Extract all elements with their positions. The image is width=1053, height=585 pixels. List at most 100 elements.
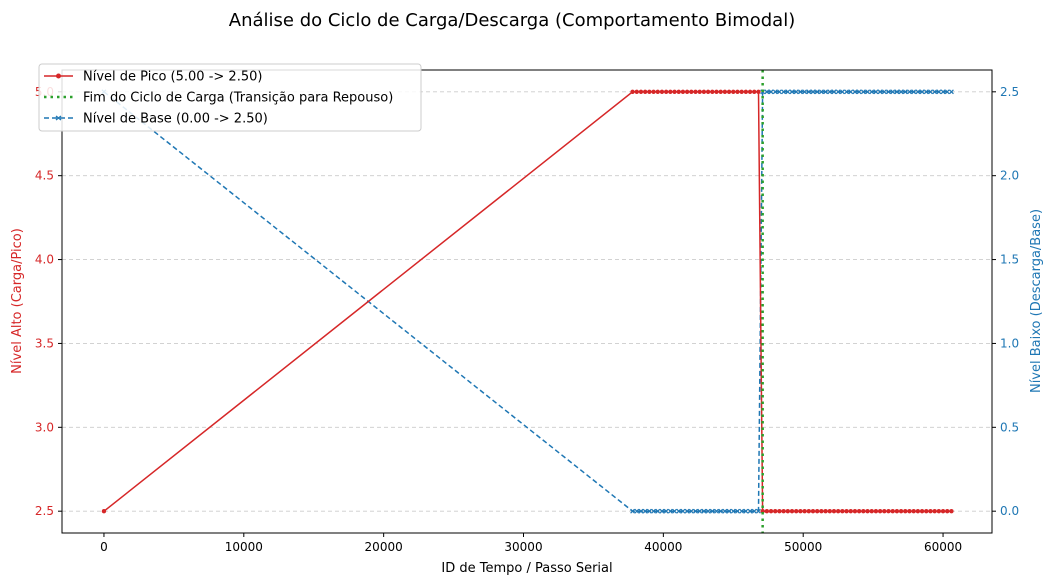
legend-label-peak: Nível de Pico (5.00 -> 2.50) [83,70,262,85]
x-tick-label: 10000 [225,540,263,554]
y-axis-left-label: Nível Alto (Carga/Pico) [10,228,25,374]
peak-point [722,89,728,95]
base-point [818,89,824,95]
y-axis-right-label: Nível Baixo (Descarga/Base) [1029,209,1044,393]
peak-point [710,89,715,95]
base-point [672,508,677,514]
base-point [944,89,950,95]
base-point [932,89,938,95]
base-point [881,89,887,95]
peak-point [932,508,937,514]
y-right-tick-label: 0.0 [1000,504,1019,518]
peak-point [806,508,811,514]
peak-point [747,89,753,95]
peak-point [659,89,665,95]
y-left-tick-label: 3.5 [35,336,54,350]
peak-point [856,508,862,514]
y-left-tick-label: 2.5 [35,504,54,518]
base-point [684,508,690,514]
y-axis-right: 0.0 0.5 1.0 1.5 2.0 2.5 [992,85,1019,518]
base-point [793,89,799,95]
base-point [797,89,803,95]
base-point [680,508,686,514]
peak-point [844,508,849,514]
x-tick-label: 50000 [784,540,822,554]
series-line-base [103,91,952,512]
peak-point [764,508,770,514]
base-point [949,89,954,95]
peak-point [684,89,690,95]
base-point [806,89,812,95]
peak-point [890,508,895,514]
base-point [936,89,942,95]
base-point [814,89,820,95]
peak-point [689,89,694,95]
peak-point [903,508,908,514]
base-point [705,508,711,514]
peak-point [911,508,916,514]
peak-point [785,508,791,514]
base-point [697,508,703,514]
base-point [785,89,791,95]
base-point [823,89,829,95]
peak-point [668,89,673,95]
x-tick-label: 30000 [504,540,542,554]
peak-point [630,89,635,95]
base-point [865,89,870,95]
peak-point [752,89,757,95]
peak-point [936,508,942,514]
peak-point [840,508,845,514]
peak-point [672,89,677,95]
base-point [722,508,728,514]
base-point [810,89,816,95]
peak-point [647,89,652,95]
y-left-tick-label: 4.5 [35,169,54,183]
base-point [923,89,929,95]
plot-area [101,70,954,533]
base-point [831,89,837,95]
peak-point [663,89,669,95]
base-point [743,508,749,514]
peak-point [642,89,648,95]
grid-lines [62,91,992,512]
legend-box [38,63,422,132]
peak-point [873,508,879,514]
peak-point [655,89,660,95]
peak-point [101,508,107,514]
base-point [844,89,849,95]
peak-point [835,508,841,514]
peak-point [701,89,707,95]
base-point [777,89,782,95]
peak-point [819,508,824,514]
y-right-tick-label: 1.0 [1000,336,1019,350]
peak-point [743,89,749,95]
peak-point [676,89,681,95]
peak-point [781,508,786,514]
peak-point [924,508,929,514]
peak-point [634,89,639,95]
base-point [915,89,921,95]
base-point [911,89,917,95]
base-point [701,508,707,514]
base-point [940,89,946,95]
peak-point [869,508,874,514]
peak-point [823,508,828,514]
peak-point [894,508,900,514]
base-point [894,89,900,95]
base-point [638,508,644,514]
peak-point [882,508,887,514]
y-left-tick-label: 4.0 [35,253,54,267]
base-point [848,89,854,95]
peak-point [773,508,778,514]
base-point [852,89,858,95]
base-point [756,508,761,514]
peak-point [928,508,933,514]
base-point [676,508,682,514]
peak-point [865,508,870,514]
peak-point [651,89,656,95]
base-point [873,89,879,95]
x-axis: 0 10000 20000 30000 40000 50000 60000 [100,533,962,554]
base-point [688,508,694,514]
peak-point [739,89,744,95]
legend-label-base: Nível de Base (0.00 -> 2.50) [83,112,268,127]
